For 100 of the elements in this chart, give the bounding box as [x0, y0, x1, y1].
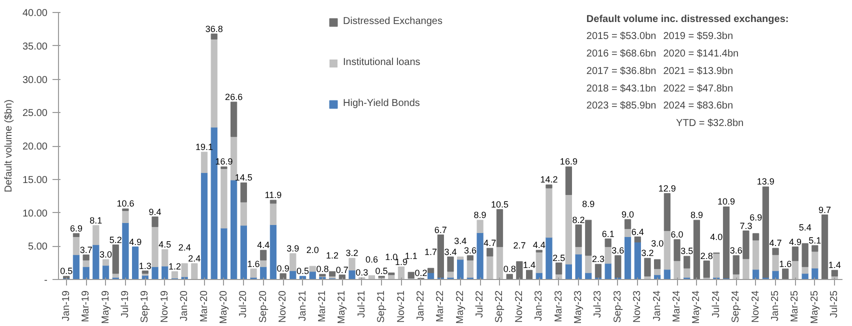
- total-label: 8.9: [474, 210, 486, 220]
- total-label: 0.5: [296, 266, 310, 276]
- total-label: 2.4: [178, 242, 191, 252]
- total-label: 8.9: [582, 199, 595, 210]
- x-tick-label: Mar-22: [435, 290, 446, 322]
- total-label: 12.9: [658, 183, 676, 194]
- total-label: 0.5: [60, 266, 73, 276]
- total-label: 16.9: [560, 156, 578, 167]
- total-label: 4.9: [129, 236, 142, 247]
- total-label: 3.2: [346, 248, 358, 258]
- x-tick-label: Jul-20: [238, 290, 250, 318]
- total-label: 4.4: [532, 240, 546, 250]
- y-tick-label: 25.00: [22, 108, 48, 120]
- total-label: 4.0: [710, 232, 723, 242]
- legend-label: Distressed Exchanges: [343, 16, 442, 27]
- total-label: 4.7: [769, 238, 782, 248]
- x-tick-label: May-24: [691, 290, 702, 324]
- x-tick-label: Jul-23: [592, 290, 604, 318]
- annotation: Default volume inc. distressed exchanges:: [586, 14, 789, 25]
- annotation: 2024 = $83.6bn: [663, 100, 734, 112]
- x-tick-label: Mar-24: [672, 290, 683, 322]
- x-tick-label: Nov-22: [514, 290, 525, 323]
- total-label: 0.5: [375, 266, 388, 276]
- x-tick-label: Nov-20: [278, 290, 289, 323]
- y-tick-label: 15.00: [22, 174, 48, 186]
- y-tick-label: 10.00: [22, 208, 48, 220]
- x-tick-label: May-25: [809, 290, 820, 324]
- total-label: 3.4: [454, 236, 467, 246]
- annotation: 2021 = $13.9bn: [663, 66, 734, 77]
- x-tick-label: May-21: [336, 290, 348, 324]
- x-tick-label: Jan-21: [297, 290, 308, 322]
- x-tick-label: Jul-24: [710, 290, 722, 318]
- x-tick-label: Sep-21: [376, 290, 388, 323]
- total-label: 0.6: [365, 254, 378, 264]
- total-label: 1.0: [385, 252, 398, 262]
- legend-label: Institutional loans: [343, 57, 420, 68]
- total-label: 0.3: [356, 267, 368, 278]
- total-label: 5.4: [798, 222, 812, 232]
- total-label: 2.0: [306, 245, 319, 256]
- total-label: 2.3: [592, 254, 604, 264]
- x-tick-label: Jan-25: [770, 290, 782, 322]
- total-label: 10.5: [490, 199, 509, 210]
- total-label: 2.7: [513, 240, 526, 250]
- total-label: 3.9: [286, 243, 300, 254]
- x-tick-label: Nov-21: [396, 290, 407, 323]
- total-label: 1.2: [326, 250, 339, 260]
- x-tick-label: Nov-19: [159, 290, 170, 323]
- total-label: 2.5: [552, 252, 566, 263]
- total-label: 0.7: [336, 264, 348, 275]
- total-label: 3.6: [612, 245, 624, 256]
- x-tick-label: Jan-22: [415, 290, 426, 322]
- total-label: 1.3: [138, 260, 152, 271]
- total-label: 3.6: [464, 245, 476, 256]
- total-label: 8.9: [690, 210, 703, 220]
- x-tick-label: May-22: [454, 290, 466, 324]
- x-tick-label: May-20: [218, 290, 230, 324]
- y-tick-label: 20.00: [22, 142, 48, 152]
- x-tick-label: May-19: [100, 290, 112, 324]
- y-tick-label: 30.00: [22, 74, 48, 86]
- total-label: 1.4: [828, 260, 841, 270]
- total-label: 0.2: [414, 268, 428, 278]
- annotation: YTD = $32.8bn: [676, 118, 744, 129]
- total-label: 2.4: [188, 253, 201, 264]
- total-label: 5.2: [109, 234, 122, 245]
- total-label: 2.8: [700, 250, 713, 261]
- y-axis-title: Default volume ($bn): [3, 100, 14, 192]
- total-label: 6.9: [750, 212, 762, 222]
- annotation: 2022 = $47.8bn: [663, 83, 734, 94]
- total-label: 9.7: [818, 204, 832, 215]
- y-tick-label: 40.00: [22, 8, 48, 19]
- total-label: 6.4: [631, 226, 644, 237]
- annotation: 2018 = $43.1bn: [586, 83, 656, 94]
- total-label: 9.4: [148, 206, 162, 217]
- total-label: 4.9: [788, 236, 802, 247]
- total-label: 8.1: [90, 215, 102, 226]
- annotation: 2015 = $53.0bn: [586, 31, 656, 42]
- total-label: 9.0: [622, 209, 634, 220]
- total-label: 3.7: [80, 244, 92, 255]
- x-tick-label: Jan-24: [652, 290, 663, 322]
- legend-label: High-Yield Bonds: [343, 98, 420, 109]
- x-tick-label: Mar-19: [80, 290, 92, 322]
- x-tick-label: May-23: [573, 290, 584, 324]
- x-tick-label: Jan-20: [179, 290, 190, 322]
- annotation: 2020 = $141.4bn: [663, 48, 739, 60]
- total-label: 14.5: [234, 172, 252, 183]
- total-label: 4.5: [158, 239, 172, 250]
- annotation: 2016 = $68.6bn: [586, 48, 656, 60]
- y-tick-label: -: [44, 275, 48, 286]
- x-tick-label: Sep-20: [258, 290, 269, 323]
- y-tick-label: 35.00: [22, 41, 48, 52]
- total-label: 4.7: [484, 238, 496, 248]
- x-tick-label: Mar-23: [553, 290, 564, 322]
- total-label: 1.4: [523, 260, 536, 270]
- y-tick-label: 5.00: [28, 242, 48, 253]
- x-tick-label: Sep-22: [494, 290, 506, 323]
- total-label: 6.1: [602, 228, 614, 239]
- total-label: 0.9: [276, 263, 290, 274]
- x-tick-label: Jul-21: [356, 290, 368, 318]
- x-tick-label: Jul-25: [829, 290, 840, 318]
- total-label: 7.3: [740, 220, 752, 231]
